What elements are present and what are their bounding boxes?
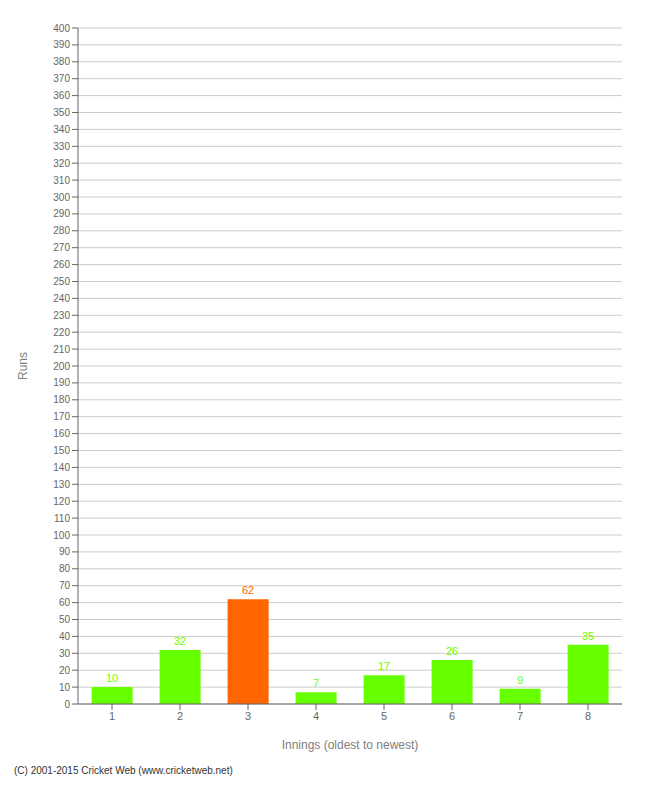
svg-text:170: 170 bbox=[53, 411, 70, 422]
html-text:(C) 2001-2015 Cricket Web (www: (C) 2001-2015 Cricket Web (www.cricketwe… bbox=[14, 765, 233, 776]
svg-text:210: 210 bbox=[53, 344, 70, 355]
svg-text:32: 32 bbox=[174, 635, 186, 647]
svg-text:3: 3 bbox=[245, 710, 251, 722]
svg-text:380: 380 bbox=[53, 56, 70, 67]
svg-text:220: 220 bbox=[53, 327, 70, 338]
svg-text:400: 400 bbox=[53, 23, 70, 34]
svg-text:7: 7 bbox=[313, 677, 319, 689]
svg-text:30: 30 bbox=[59, 648, 71, 659]
svg-text:62: 62 bbox=[242, 584, 254, 596]
svg-text:4: 4 bbox=[313, 710, 319, 722]
svg-text:150: 150 bbox=[53, 445, 70, 456]
svg-text:6: 6 bbox=[449, 710, 455, 722]
svg-text:200: 200 bbox=[53, 361, 70, 372]
svg-text:10: 10 bbox=[106, 672, 118, 684]
svg-text:1: 1 bbox=[109, 710, 115, 722]
svg-text:350: 350 bbox=[53, 107, 70, 118]
svg-text:80: 80 bbox=[59, 563, 71, 574]
svg-text:110: 110 bbox=[54, 513, 70, 524]
svg-text:330: 330 bbox=[53, 141, 70, 152]
svg-text:270: 270 bbox=[53, 242, 70, 253]
svg-text:250: 250 bbox=[53, 276, 70, 287]
svg-text:10: 10 bbox=[59, 682, 71, 693]
svg-text:290: 290 bbox=[53, 208, 70, 219]
svg-text:9: 9 bbox=[517, 674, 523, 686]
svg-text:70: 70 bbox=[59, 580, 71, 591]
svg-text:140: 140 bbox=[53, 462, 70, 473]
svg-text:370: 370 bbox=[53, 73, 70, 84]
svg-text:8: 8 bbox=[585, 710, 591, 722]
svg-text:300: 300 bbox=[53, 192, 70, 203]
svg-text:120: 120 bbox=[53, 496, 70, 507]
svg-text:190: 190 bbox=[53, 377, 70, 388]
svg-text:17: 17 bbox=[378, 660, 390, 672]
svg-text:26: 26 bbox=[446, 645, 458, 657]
svg-text:340: 340 bbox=[53, 124, 70, 135]
svg-text:160: 160 bbox=[53, 428, 70, 439]
svg-text:Innings (oldest to newest): Innings (oldest to newest) bbox=[282, 738, 419, 752]
svg-text:240: 240 bbox=[53, 293, 70, 304]
svg-text:20: 20 bbox=[59, 665, 71, 676]
svg-text:90: 90 bbox=[59, 546, 71, 557]
svg-text:130: 130 bbox=[53, 479, 70, 490]
svg-text:50: 50 bbox=[59, 614, 71, 625]
svg-text:35: 35 bbox=[582, 630, 594, 642]
svg-text:0: 0 bbox=[64, 699, 70, 710]
svg-text:5: 5 bbox=[381, 710, 387, 722]
svg-text:7: 7 bbox=[517, 710, 523, 722]
svg-text:280: 280 bbox=[53, 225, 70, 236]
svg-text:320: 320 bbox=[53, 158, 70, 169]
svg-text:40: 40 bbox=[59, 631, 71, 642]
svg-text:100: 100 bbox=[53, 530, 70, 541]
svg-text:360: 360 bbox=[53, 90, 70, 101]
svg-text:Runs: Runs bbox=[16, 352, 30, 380]
svg-text:390: 390 bbox=[53, 39, 70, 50]
svg-text:230: 230 bbox=[53, 310, 70, 321]
svg-text:2: 2 bbox=[177, 710, 183, 722]
svg-text:260: 260 bbox=[53, 259, 70, 270]
svg-text:60: 60 bbox=[59, 597, 71, 608]
svg-text:180: 180 bbox=[53, 394, 70, 405]
svg-text:310: 310 bbox=[53, 175, 70, 186]
